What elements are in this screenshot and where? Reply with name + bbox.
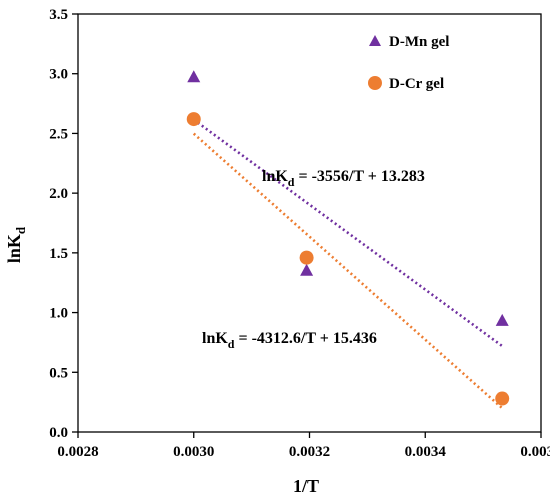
equation-d-cr-main: lnK bbox=[202, 330, 228, 347]
equation-d-mn-gel: lnKd = -3556/T + 13.283 bbox=[262, 168, 425, 189]
trendline-d-mn-gel bbox=[192, 118, 503, 348]
legend-marker-d-mn-gel bbox=[369, 35, 381, 46]
y-axis-title-main: lnK bbox=[4, 234, 24, 263]
legend-marker-d-cr-gel bbox=[368, 76, 382, 90]
axis-titles: 1/T lnKd bbox=[4, 226, 319, 496]
equation-d-mn-main: lnK bbox=[262, 168, 288, 185]
y-tick-label: 0.0 bbox=[49, 425, 68, 441]
point-d-cr-gel bbox=[495, 391, 510, 406]
equation-d-mn-rest: = -3556/T + 13.283 bbox=[294, 168, 424, 185]
trendlines bbox=[192, 118, 504, 410]
x-tick-label: 0.0032 bbox=[289, 444, 330, 460]
point-d-cr-gel bbox=[299, 250, 314, 265]
axes bbox=[72, 13, 542, 438]
equation-d-cr-gel: lnKd = -4312.6/T + 15.436 bbox=[202, 330, 377, 351]
y-tick-label: 3.0 bbox=[49, 67, 68, 83]
x-tick-label: 0.0034 bbox=[405, 444, 447, 460]
tick-labels: 0.0 0.5 1.0 1.5 2.0 2.5 3.0 3.5 0.0028 0.0030 0.00… bbox=[49, 7, 550, 460]
x-tick-label: 0.0030 bbox=[173, 444, 214, 460]
equation-d-cr-rest: = -4312.6/T + 15.436 bbox=[234, 330, 376, 347]
y-axis-title-sub: d bbox=[13, 226, 28, 234]
trendline-d-cr-gel bbox=[192, 132, 504, 410]
y-tick-label: 3.5 bbox=[49, 7, 68, 23]
y-axis-title: lnKd bbox=[4, 226, 28, 263]
y-tick-label: 1.0 bbox=[49, 306, 68, 322]
legend-label-d-mn-gel: D-Mn gel bbox=[389, 34, 449, 50]
point-d-mn-gel bbox=[187, 70, 201, 83]
legend: D-Mn gel D-Cr gel bbox=[368, 34, 449, 92]
equation-d-cr-sub: d bbox=[228, 337, 235, 351]
x-tick-label: 0.0028 bbox=[57, 444, 98, 460]
y-tick-label: 2.5 bbox=[49, 126, 68, 142]
y-tick-label: 0.5 bbox=[49, 365, 68, 381]
plot-area bbox=[77, 13, 542, 433]
plot-frame bbox=[77, 13, 542, 433]
legend-label-d-cr-gel: D-Cr gel bbox=[389, 76, 444, 92]
y-tick-label: 1.5 bbox=[49, 246, 68, 262]
point-d-mn-gel bbox=[300, 263, 314, 276]
trendline-equations: lnKd = -3556/T + 13.283 lnKd = -4312.6/T… bbox=[202, 168, 425, 351]
y-tick-label: 2.0 bbox=[49, 186, 68, 202]
point-d-cr-gel bbox=[186, 112, 201, 127]
point-d-mn-gel bbox=[495, 313, 509, 326]
x-axis-title: 1/T bbox=[293, 476, 319, 496]
data-points bbox=[186, 70, 510, 406]
x-tick-label: 0.0036 bbox=[520, 444, 550, 460]
equation-d-mn-sub: d bbox=[288, 175, 295, 189]
